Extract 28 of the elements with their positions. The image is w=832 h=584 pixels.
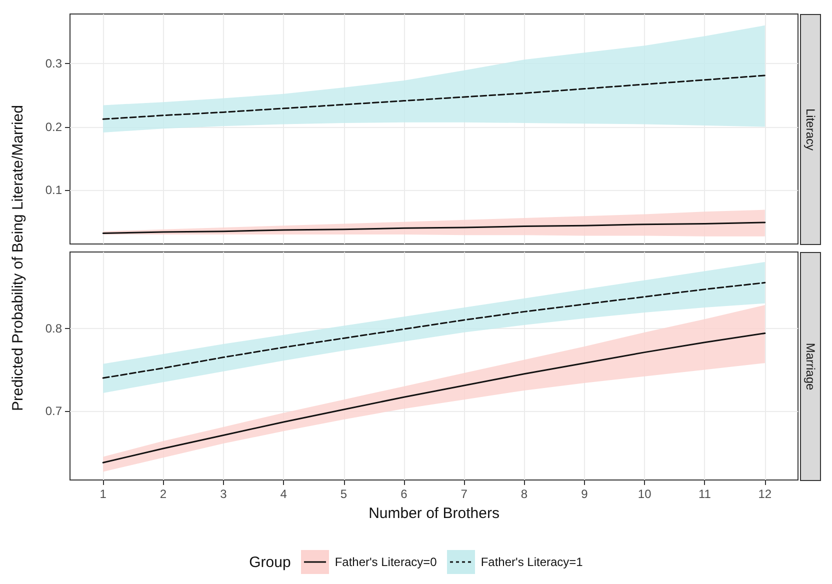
text: Literacy — [804, 108, 818, 151]
x-tick-label: 7 — [460, 487, 468, 501]
legend-title: Group — [249, 554, 291, 570]
x-tick-label: 12 — [758, 487, 772, 501]
x-tick-label: 5 — [340, 487, 348, 501]
y-tick-label: 0.1 — [45, 183, 62, 198]
x-tick-label: 8 — [520, 487, 528, 501]
x-tick-label: 3 — [220, 487, 228, 501]
y-tick-label: 0.7 — [45, 404, 62, 418]
line-series — [102, 282, 766, 379]
x-tick-label: 6 — [400, 487, 408, 501]
line-series — [102, 332, 766, 464]
x-tick-label: 4 — [280, 487, 288, 501]
line-series — [102, 222, 766, 234]
x-tick-label: 1 — [100, 487, 107, 501]
x-tick-label: 9 — [581, 487, 588, 501]
line-series — [102, 74, 766, 120]
y-axis-title: Predicted Probability of Being Literate/Married — [10, 105, 26, 411]
y-tick-label: 0.3 — [45, 56, 62, 70]
y-tick-label: 0.2 — [45, 120, 62, 134]
x-tick-label: 11 — [698, 487, 712, 501]
x-axis-title: Number of Brothers — [368, 505, 500, 522]
legend-label: Father's Literacy=1 — [480, 555, 583, 569]
x-tick-label: 2 — [160, 487, 167, 501]
x-tick-label: 10 — [638, 487, 652, 501]
text: Marriage — [804, 342, 818, 390]
y-tick-label: 0.8 — [45, 321, 62, 336]
legend-label: Father's Literacy=0 — [334, 555, 437, 569]
